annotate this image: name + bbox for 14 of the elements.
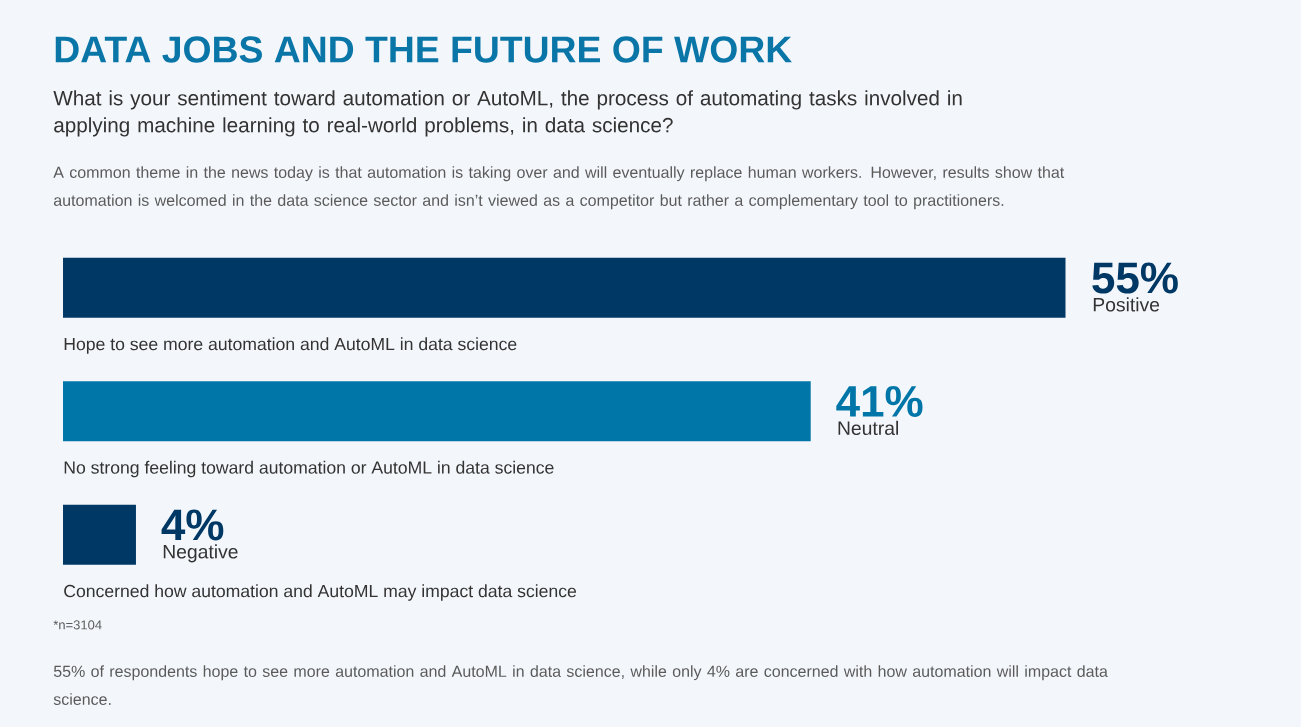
text: *n=3104 (53, 620, 102, 630)
annotation: Negative (163, 544, 238, 563)
text: A common theme in the news today is that automation is taking over and will eventually replace human workers. However, results show that automation is welcomed in the data science sector and isn’t viewed as a competitor but rather a complementary tool to practitioners. (53, 166, 1065, 210)
y-tick-label: No strong feeling toward automation or AutoML in data science (64, 460, 554, 478)
y-tick-label: Hope to see more automation and AutoML in data science (64, 337, 517, 354)
chart-subtitle: What is your sentiment toward automation or AutoML, the process of automating tasks involved in applying machine learning to real-world problems, in data science? (53, 90, 962, 137)
text: Positive (1093, 297, 1160, 312)
data-label: 55% (1092, 262, 1178, 294)
data-label: 41% (836, 385, 923, 417)
annotation: Neutral (838, 420, 898, 436)
chart-title: DATA JOBS AND THE FUTURE OF WORK (55, 36, 792, 63)
text: 55% of respondents hope to see more automation and AutoML in data science, while only 4% are concerned with how automation will impact data science. (53, 665, 1108, 705)
data-label: 4% (161, 509, 224, 541)
y-tick-label: Concerned how automation and AutoML may impact data science (64, 584, 577, 601)
